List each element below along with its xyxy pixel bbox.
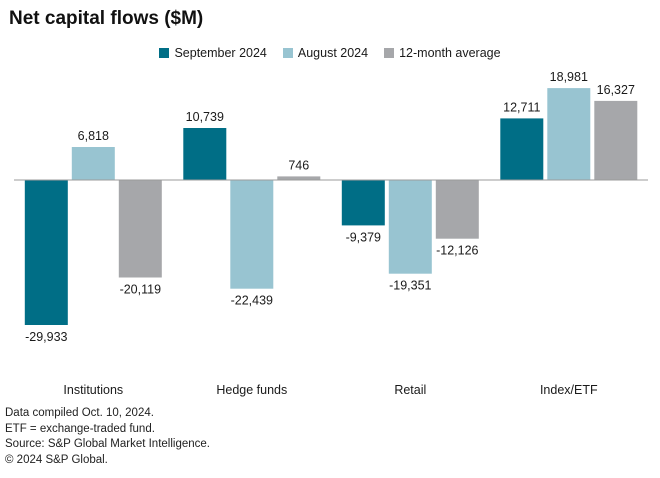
- legend-swatch-september: [159, 48, 170, 58]
- legend-item-september: September 2024: [159, 46, 267, 60]
- note-copyright: © 2024 S&P Global.: [5, 453, 108, 466]
- bar-retail-12-month-average: [435, 180, 479, 239]
- data-label-retail-august-2024: -19,351: [389, 279, 431, 293]
- legend: September 2024 August 2024 12-month aver…: [0, 46, 660, 60]
- bar-hedge-funds-august-2024: [230, 180, 274, 289]
- data-label-index-etf-september-2024: 12,711: [503, 100, 540, 114]
- bar-retail-september-2024: [341, 180, 385, 226]
- data-label-index-etf-12-month-average: 16,327: [597, 83, 635, 97]
- legend-label-september: September 2024: [174, 46, 267, 60]
- data-label-institutions-august-2024: 6,818: [78, 129, 109, 143]
- bar-chart: -29,933 6,818 -20,119 Institutions 10,739 -22…: [14, 70, 648, 397]
- legend-swatch-august: [282, 48, 293, 58]
- data-label-index-etf-august-2024: 18,981: [550, 70, 588, 84]
- data-label-hedge-funds-12-month-average: 746: [288, 158, 309, 172]
- bar-index-etf-12-month-average: [594, 100, 638, 180]
- bar-institutions-september-2024: [24, 180, 68, 325]
- data-label-retail-september-2024: -9,379: [346, 230, 381, 244]
- category-label-index-etf: Index/ETF: [540, 383, 598, 397]
- category-label-hedge-funds: Hedge funds: [216, 383, 287, 397]
- data-label-hedge-funds-september-2024: 10,739: [186, 110, 224, 124]
- footnotes: Data compiled Oct. 10, 2024. ETF = excha…: [5, 406, 210, 468]
- data-label-institutions-september-2024: -29,933: [25, 330, 67, 344]
- bar-hedge-funds-12-month-average: [277, 176, 321, 180]
- chart-title: Net capital flows ($M): [9, 8, 204, 29]
- category-label-institutions: Institutions: [63, 383, 123, 397]
- bar-index-etf-september-2024: [500, 118, 544, 180]
- bar-institutions-august-2024: [71, 147, 115, 180]
- category-label-retail: Retail: [394, 383, 426, 397]
- legend-item-august: August 2024: [282, 46, 369, 60]
- data-label-retail-12-month-average: -12,126: [436, 244, 478, 258]
- note-date: Data compiled Oct. 10, 2024.: [5, 407, 154, 419]
- bar-index-etf-august-2024: [547, 88, 591, 180]
- bar-institutions-12-month-average: [118, 180, 162, 278]
- legend-label-august: August 2024: [297, 46, 369, 60]
- note-etf: ETF = exchange-traded fund.: [5, 422, 155, 435]
- data-label-hedge-funds-august-2024: -22,439: [231, 294, 273, 308]
- legend-item-12-month-average: 12-month average: [384, 46, 501, 60]
- legend-label-12-month-average: 12-month average: [399, 46, 501, 60]
- bar-hedge-funds-september-2024: [183, 128, 227, 180]
- data-label-institutions-12-month-average: -20,119: [120, 283, 162, 297]
- bar-retail-august-2024: [388, 180, 432, 274]
- legend-swatch-12-month-average: [384, 48, 395, 58]
- note-source: Source: S&P Global Market Intelligence.: [5, 438, 210, 450]
